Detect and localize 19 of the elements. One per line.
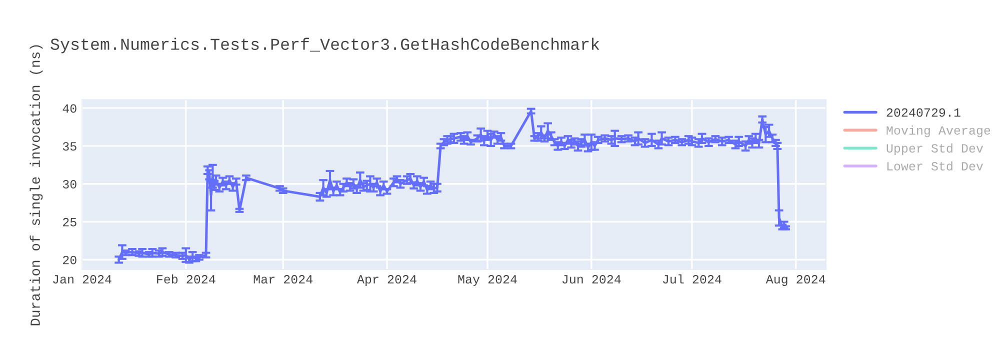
legend-label: Lower Std Dev: [887, 161, 984, 171]
legend-label: Moving Average: [886, 126, 990, 138]
legend-label: 20240729.1: [886, 108, 960, 117]
x-tick-label: Jan 2024: [53, 275, 112, 284]
x-tick-label: Feb 2024: [157, 274, 216, 284]
y-tick-label: 35: [62, 142, 76, 151]
y-tick-label: 30: [62, 180, 76, 189]
x-tick-label: Apr 2024: [356, 275, 416, 286]
x-tick-label: Aug 2024: [766, 275, 826, 286]
chart-title: System.Numerics.Tests.Perf_Vector3.GetHashCodeBenchmark: [50, 38, 600, 54]
x-tick-label: May 2024: [458, 275, 517, 286]
x-tick-label: Jul 2024: [663, 274, 722, 284]
legend-label: Upper Std Dev: [886, 143, 984, 156]
x-tick-label: Jun 2024: [562, 275, 621, 284]
x-tick-label: Mar 2024: [254, 275, 312, 284]
y-axis-title: Duration of single invocation (ns): [30, 45, 43, 326]
y-tick-label: 25: [63, 218, 76, 226]
y-tick-label: 40: [62, 104, 76, 113]
y-tick-label: 20: [63, 256, 76, 264]
